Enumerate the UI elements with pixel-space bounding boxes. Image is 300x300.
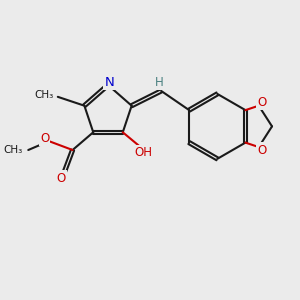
Text: O: O	[40, 132, 49, 145]
Text: N: N	[105, 76, 114, 88]
Text: CH₃: CH₃	[3, 145, 22, 155]
Text: O: O	[257, 143, 266, 157]
Text: H: H	[155, 76, 164, 88]
Text: O: O	[257, 96, 266, 109]
Text: OH: OH	[134, 146, 152, 160]
Text: O: O	[56, 172, 65, 184]
Text: CH₃: CH₃	[34, 90, 53, 100]
